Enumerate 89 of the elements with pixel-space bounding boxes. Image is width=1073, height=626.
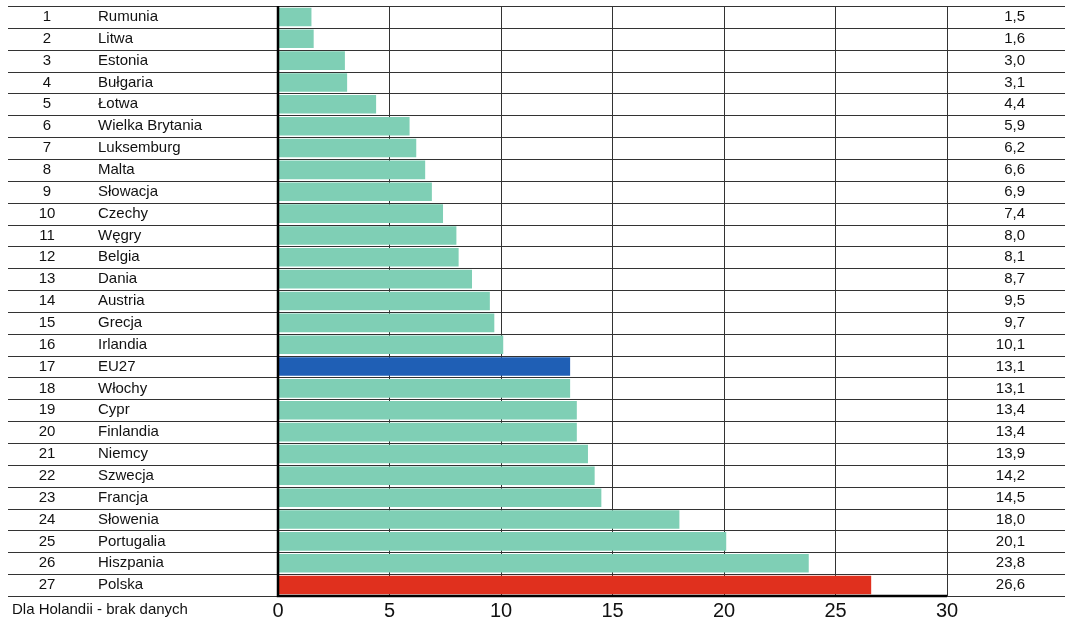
data-label: 26,6	[995, 575, 1025, 593]
bar	[278, 116, 410, 136]
bar	[278, 73, 348, 92]
category-label: 22 Szwecja	[38, 465, 154, 483]
category-label: 12 Belgia	[38, 247, 140, 265]
category-label: 24 Słowenia	[38, 509, 159, 527]
data-label: 4,4	[1004, 94, 1025, 112]
data-label: 6,6	[1004, 160, 1025, 178]
bar	[278, 248, 459, 267]
bar	[278, 204, 444, 223]
category-label: 8 Malta	[42, 160, 135, 178]
data-label: 20,1	[995, 531, 1025, 549]
x-tick-label: 0	[272, 598, 284, 621]
category-label: 13 Dania	[38, 269, 138, 287]
data-label: 14,2	[995, 465, 1025, 483]
bar	[278, 291, 490, 311]
data-label: 6,9	[1004, 181, 1025, 199]
data-label: 13,1	[995, 378, 1025, 396]
data-label: 1,5	[1004, 7, 1025, 25]
category-label: 10 Czechy	[38, 203, 149, 221]
data-label: 13,4	[995, 422, 1025, 440]
category-label: 23 Francja	[38, 487, 149, 505]
category-label: 1 Rumunia	[42, 7, 159, 25]
bar	[278, 182, 432, 202]
bar	[278, 160, 426, 180]
category-label: 3 Estonia	[42, 50, 149, 68]
data-label: 14,5	[995, 487, 1025, 505]
bar	[278, 510, 680, 529]
data-label: 8,0	[1004, 225, 1025, 243]
category-label: 4 Bułgaria	[42, 72, 154, 90]
category-label: 16 Irlandia	[38, 334, 148, 352]
bar	[278, 335, 504, 354]
data-label: 9,5	[1004, 291, 1025, 309]
bar	[278, 422, 577, 442]
data-label: 5,9	[1004, 116, 1025, 134]
category-label: 11 Węgry	[39, 225, 142, 243]
text: Dla Holandii - brak danych	[12, 600, 188, 618]
bar	[278, 7, 312, 27]
category-label: 19 Cypr	[38, 400, 130, 418]
category-label: 14 Austria	[38, 291, 145, 309]
category-label: 27 Polska	[38, 575, 144, 593]
data-label: 13,1	[995, 356, 1025, 374]
bar	[278, 138, 417, 158]
category-label: 21 Niemcy	[38, 444, 149, 462]
bar	[278, 313, 495, 333]
data-label: 13,4	[995, 400, 1025, 418]
bar	[278, 575, 872, 595]
data-label: 18,0	[995, 509, 1025, 527]
category-label: 5 Łotwa	[42, 94, 139, 112]
bar	[278, 444, 588, 464]
category-label: 9 Słowacja	[42, 181, 159, 199]
bar	[278, 379, 571, 398]
bar	[278, 466, 595, 486]
x-tick-label: 15	[601, 598, 624, 621]
data-label: 23,8	[995, 553, 1025, 571]
category-label: 25 Portugalia	[38, 531, 166, 549]
bar	[278, 357, 571, 376]
data-label: 8,7	[1004, 269, 1025, 287]
data-label: 10,1	[995, 334, 1025, 352]
bar	[278, 51, 345, 70]
category-label: 17 EU27	[38, 356, 136, 374]
category-label: 15 Grecja	[38, 312, 143, 330]
bar	[278, 532, 727, 551]
x-tick-label: 25	[824, 598, 847, 621]
bar	[278, 488, 602, 507]
data-label: 9,7	[1004, 312, 1025, 330]
x-tick-label: 5	[383, 598, 396, 621]
data-label: 7,4	[1004, 203, 1025, 221]
category-label: 6 Wielka Brytania	[42, 116, 203, 134]
data-label: 3,1	[1004, 72, 1025, 90]
category-label: 18 Włochy	[38, 378, 148, 396]
bar	[278, 95, 377, 114]
data-label: 3,0	[1004, 50, 1025, 68]
category-label: 20 Finlandia	[38, 422, 159, 440]
bar	[278, 269, 473, 289]
category-label: 2 Litwa	[42, 28, 134, 46]
data-label: 1,6	[1004, 28, 1025, 46]
data-label: 8,1	[1004, 247, 1025, 265]
bar	[278, 400, 577, 420]
bar	[278, 553, 809, 573]
category-label: 7 Luksemburg	[42, 138, 181, 156]
bar	[278, 226, 457, 245]
x-tick-label: 20	[712, 598, 736, 621]
category-label: 26 Hiszpania	[38, 553, 164, 571]
x-tick-label: 30	[935, 598, 959, 621]
data-label: 13,9	[995, 444, 1025, 462]
x-tick-label: 10	[489, 598, 513, 621]
data-label: 6,2	[1004, 138, 1025, 156]
bar	[278, 29, 314, 49]
